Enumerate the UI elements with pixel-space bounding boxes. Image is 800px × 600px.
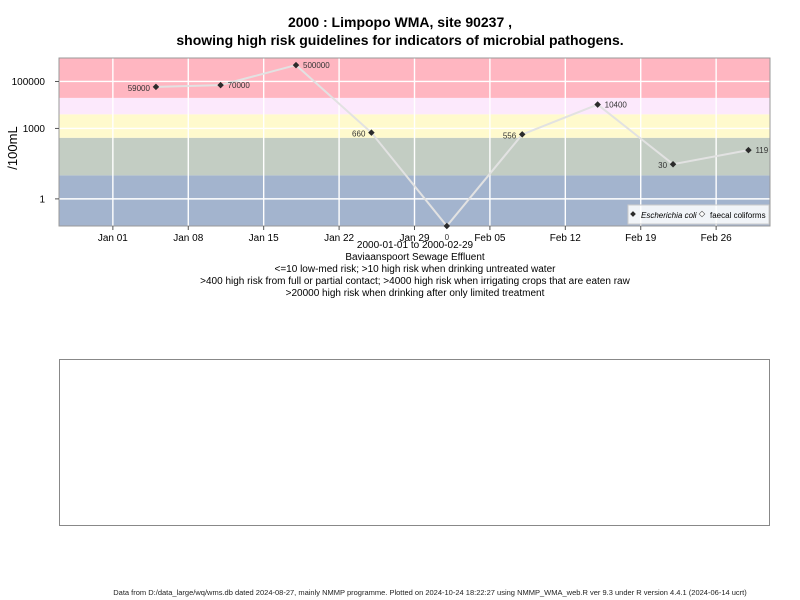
y-tick-label-1: 1000	[23, 124, 46, 135]
chart-subtitle: showing high risk guidelines for indicat…	[176, 32, 624, 48]
data-label-5: 556	[503, 131, 517, 140]
data-point-1	[217, 81, 224, 89]
data-point-0	[152, 83, 160, 91]
x-tick-label-7: Feb 19	[625, 233, 657, 244]
site-name-label: Baviaanspoort Sewage Effluent	[345, 252, 485, 263]
chart-title: 2000 : Limpopo WMA, site 90237 ,	[287, 14, 513, 30]
y-tick-label-2: 100000	[12, 77, 46, 88]
data-label-8: 119	[755, 146, 768, 155]
data-point-2	[292, 61, 300, 69]
legend: Escherichia coli faecal coliforms	[627, 204, 770, 225]
x-tick-label-1: Jan 08	[173, 233, 203, 244]
data-point-3	[368, 129, 375, 136]
x-tick-label-3: Jan 22	[324, 233, 354, 244]
x-tick-label-4: Jan 29	[399, 233, 429, 244]
data-label-6: 10400	[605, 101, 628, 110]
data-label-3: 660	[352, 130, 366, 139]
x-tick-label-6: Feb 12	[550, 233, 582, 244]
date-range-label: 2000-01-01 to 2000-02-29	[356, 240, 474, 251]
footer-note: Data from D:/data_large/wq/wms.db dated …	[113, 588, 747, 597]
x-tick-label-5: Feb 05	[474, 233, 506, 244]
data-label-0: 59000	[128, 84, 151, 93]
risk-note-2: >400 high risk from full or partial cont…	[200, 276, 630, 287]
y-axis-label: /100mL	[5, 126, 20, 169]
data-point-6	[594, 101, 601, 108]
data-label-2: 500000	[303, 61, 330, 70]
legend-marker-faecal	[698, 210, 706, 218]
legend-marker-ecoli	[630, 211, 636, 217]
data-label-1: 70000	[228, 81, 251, 90]
data-point-8	[745, 146, 752, 154]
x-tick-label-2: Jan 15	[249, 233, 279, 244]
x-tick-label-0: Jan 01	[98, 233, 128, 244]
x-tick-label-8: Feb 26	[701, 233, 733, 244]
data-label-4: 0	[445, 233, 450, 242]
risk-note-1: <=10 low-med risk; >10 high risk when dr…	[274, 264, 556, 275]
data-point-7	[669, 160, 677, 168]
risk-note-3: >20000 high risk when drinking after onl…	[285, 288, 545, 299]
legend-label-ecoli: Escherichia coli	[641, 211, 697, 220]
data-label-7: 30	[658, 161, 667, 170]
data-point-4	[443, 222, 451, 230]
y-tick-label-0: 1	[39, 194, 45, 205]
empty-lower-panel	[59, 359, 770, 526]
chart-svg: Jan 01 Jan 08 Jan 15 Jan 22 Jan 29 Feb 05 Feb …	[5, 57, 771, 244]
legend-label-faecal: faecal coliforms	[710, 211, 766, 220]
